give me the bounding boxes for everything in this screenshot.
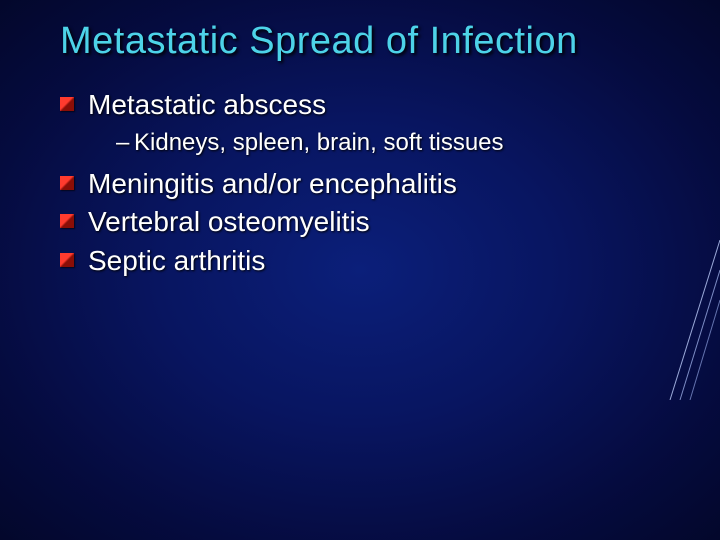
bullet-list: Metastatic abscess Kidneys, spleen, brai… (60, 87, 680, 279)
bullet-text: Septic arthritis (88, 245, 265, 276)
sub-text: Kidneys, spleen, brain, soft tissues (134, 129, 504, 156)
sub-item: Kidneys, spleen, brain, soft tissues (116, 127, 680, 159)
bullet-text: Vertebral osteomyelitis (88, 206, 370, 237)
bullet-item: Meningitis and/or encephalitis (60, 166, 680, 202)
bullet-item: Metastatic abscess Kidneys, spleen, brai… (60, 87, 680, 160)
sub-list: Kidneys, spleen, brain, soft tissues (116, 127, 680, 159)
bullet-item: Septic arthritis (60, 243, 680, 279)
slide: Metastatic Spread of Infection Metastati… (0, 0, 720, 540)
slide-title: Metastatic Spread of Infection (60, 20, 680, 63)
bullet-item: Vertebral osteomyelitis (60, 204, 680, 240)
bullet-text: Metastatic abscess (88, 89, 326, 120)
bullet-text: Meningitis and/or encephalitis (88, 168, 457, 199)
